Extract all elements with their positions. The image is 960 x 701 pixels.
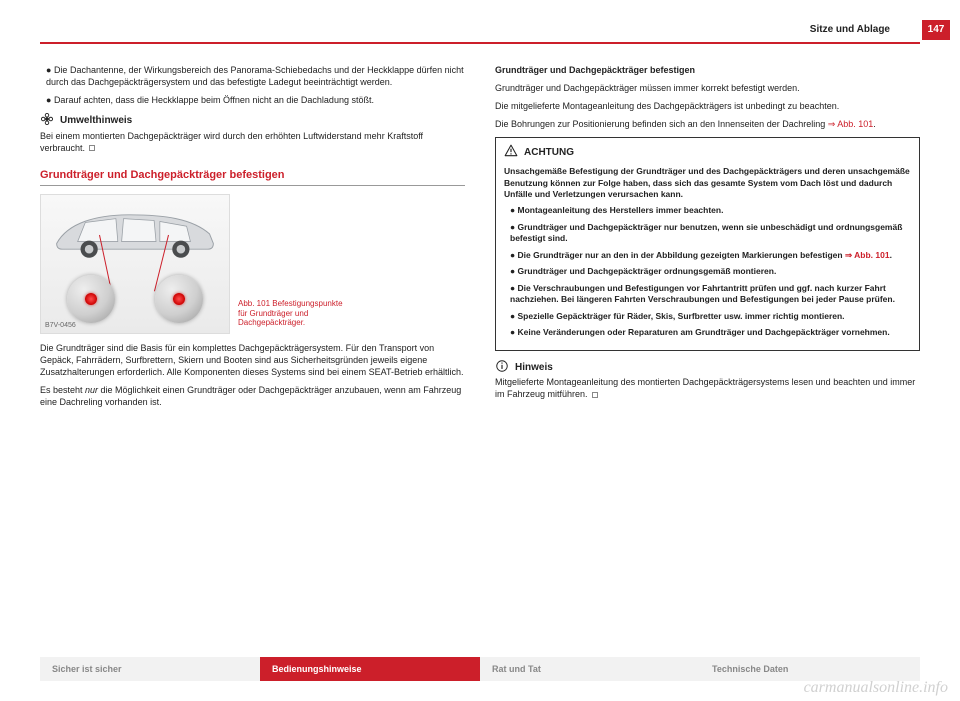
warning-bullet: Die Grundträger nur an den in der Abbild… bbox=[510, 250, 911, 261]
body-paragraph: Die Bohrungen zur Positionierung befinde… bbox=[495, 118, 920, 130]
right-column: Grundträger und Dachgepäckträger befesti… bbox=[495, 64, 920, 641]
env-note-body: Bei einem montierten Dachgepäckträger wi… bbox=[40, 130, 465, 154]
figure-reference: ⇒ Abb. 101 bbox=[845, 250, 890, 260]
hint-body: Mitgelieferte Montageanleitung des monti… bbox=[495, 376, 920, 400]
left-column: Die Dachantenne, der Wirkungsbereich des… bbox=[40, 64, 465, 641]
mount-point-dot bbox=[85, 293, 97, 305]
info-icon bbox=[495, 359, 509, 376]
text-span: . bbox=[890, 250, 892, 260]
figure-caption: Abb. 101 Befestigungspunkte für Grundträ… bbox=[238, 299, 348, 334]
zoom-circle bbox=[67, 275, 115, 323]
bullet-item: Die Dachantenne, der Wirkungsbereich des… bbox=[46, 64, 465, 88]
warning-bullet-text: Die Grundträger nur an den in der Abbild… bbox=[518, 250, 845, 260]
hint-title: Hinweis bbox=[515, 361, 553, 375]
page-number: 147 bbox=[922, 20, 950, 40]
body-paragraph: Es besteht nur die Möglichkeit einen Gru… bbox=[40, 384, 465, 408]
text-span: Die Bohrungen zur Positionierung befinde… bbox=[495, 119, 828, 129]
warning-header: ACHTUNG bbox=[504, 144, 911, 163]
hint-text: Mitgelieferte Montageanleitung des monti… bbox=[495, 377, 915, 399]
car-illustration bbox=[49, 203, 221, 261]
flower-icon bbox=[40, 112, 54, 129]
body-paragraph: Die mitgelieferte Montageanleitung des D… bbox=[495, 100, 920, 112]
footer-tabs: Sicher ist sicher Bedienungshinweise Rat… bbox=[40, 657, 920, 681]
warning-bullet: Montageanleitung des Herstellers immer b… bbox=[510, 205, 911, 216]
env-note-text: Bei einem montierten Dachgepäckträger wi… bbox=[40, 131, 423, 153]
figure-row: B7V-0456 Abb. 101 Befestigungspunkte für… bbox=[40, 194, 465, 334]
chapter-title: Sitze und Ablage bbox=[810, 24, 890, 35]
subheading: Grundträger und Dachgepäckträger befesti… bbox=[495, 64, 920, 76]
hint-header: Hinweis bbox=[495, 359, 920, 376]
env-note-title: Umwelthinweis bbox=[60, 114, 132, 128]
watermark: carmanualsonline.info bbox=[804, 679, 948, 697]
footer-tab-technische[interactable]: Technische Daten bbox=[700, 657, 920, 681]
section-end-icon bbox=[89, 145, 95, 151]
warning-intro: Unsachgemäße Befestigung der Grundträger… bbox=[504, 166, 911, 200]
mount-point-dot bbox=[173, 293, 185, 305]
warning-box: ACHTUNG Unsachgemäße Befestigung der Gru… bbox=[495, 137, 920, 351]
content-columns: Die Dachantenne, der Wirkungsbereich des… bbox=[40, 64, 920, 641]
body-paragraph: Grundträger und Dachgepäckträger müssen … bbox=[495, 82, 920, 94]
footer-tab-bedienung[interactable]: Bedienungshinweise bbox=[260, 657, 480, 681]
text-span: Es besteht bbox=[40, 385, 85, 395]
figure-label: B7V-0456 bbox=[45, 321, 76, 330]
bullet-item: Darauf achten, dass die Heckklappe beim … bbox=[46, 94, 465, 106]
footer-tab-sicher[interactable]: Sicher ist sicher bbox=[40, 657, 260, 681]
figure-image: B7V-0456 bbox=[40, 194, 230, 334]
env-note-header: Umwelthinweis bbox=[40, 112, 465, 129]
text-emphasis: nur bbox=[85, 385, 98, 395]
section-heading: Grundträger und Dachgepäckträger befesti… bbox=[40, 168, 465, 186]
zoom-circle bbox=[155, 275, 203, 323]
footer-tab-rat[interactable]: Rat und Tat bbox=[480, 657, 700, 681]
text-span: . bbox=[873, 119, 876, 129]
warning-bullet: Die Verschraubungen und Befestigungen vo… bbox=[510, 283, 911, 306]
warning-icon bbox=[504, 144, 518, 163]
warning-title: ACHTUNG bbox=[524, 146, 574, 160]
warning-bullet: Keine Veränderungen oder Reparaturen am … bbox=[510, 327, 911, 338]
body-paragraph: Die Grundträger sind die Basis für ein k… bbox=[40, 342, 465, 378]
warning-bullet: Grundträger und Dachgepäckträger nur ben… bbox=[510, 222, 911, 245]
page-header: Sitze und Ablage 147 bbox=[40, 20, 920, 44]
section-end-icon bbox=[592, 392, 598, 398]
warning-bullet: Spezielle Gepäckträger für Räder, Skis, … bbox=[510, 311, 911, 322]
text-span: die Möglichkeit einen Grundträger oder D… bbox=[40, 385, 461, 407]
warning-bullet: Grundträger und Dachgepäckträger ordnung… bbox=[510, 266, 911, 277]
figure-reference: ⇒ Abb. 101 bbox=[828, 119, 874, 129]
